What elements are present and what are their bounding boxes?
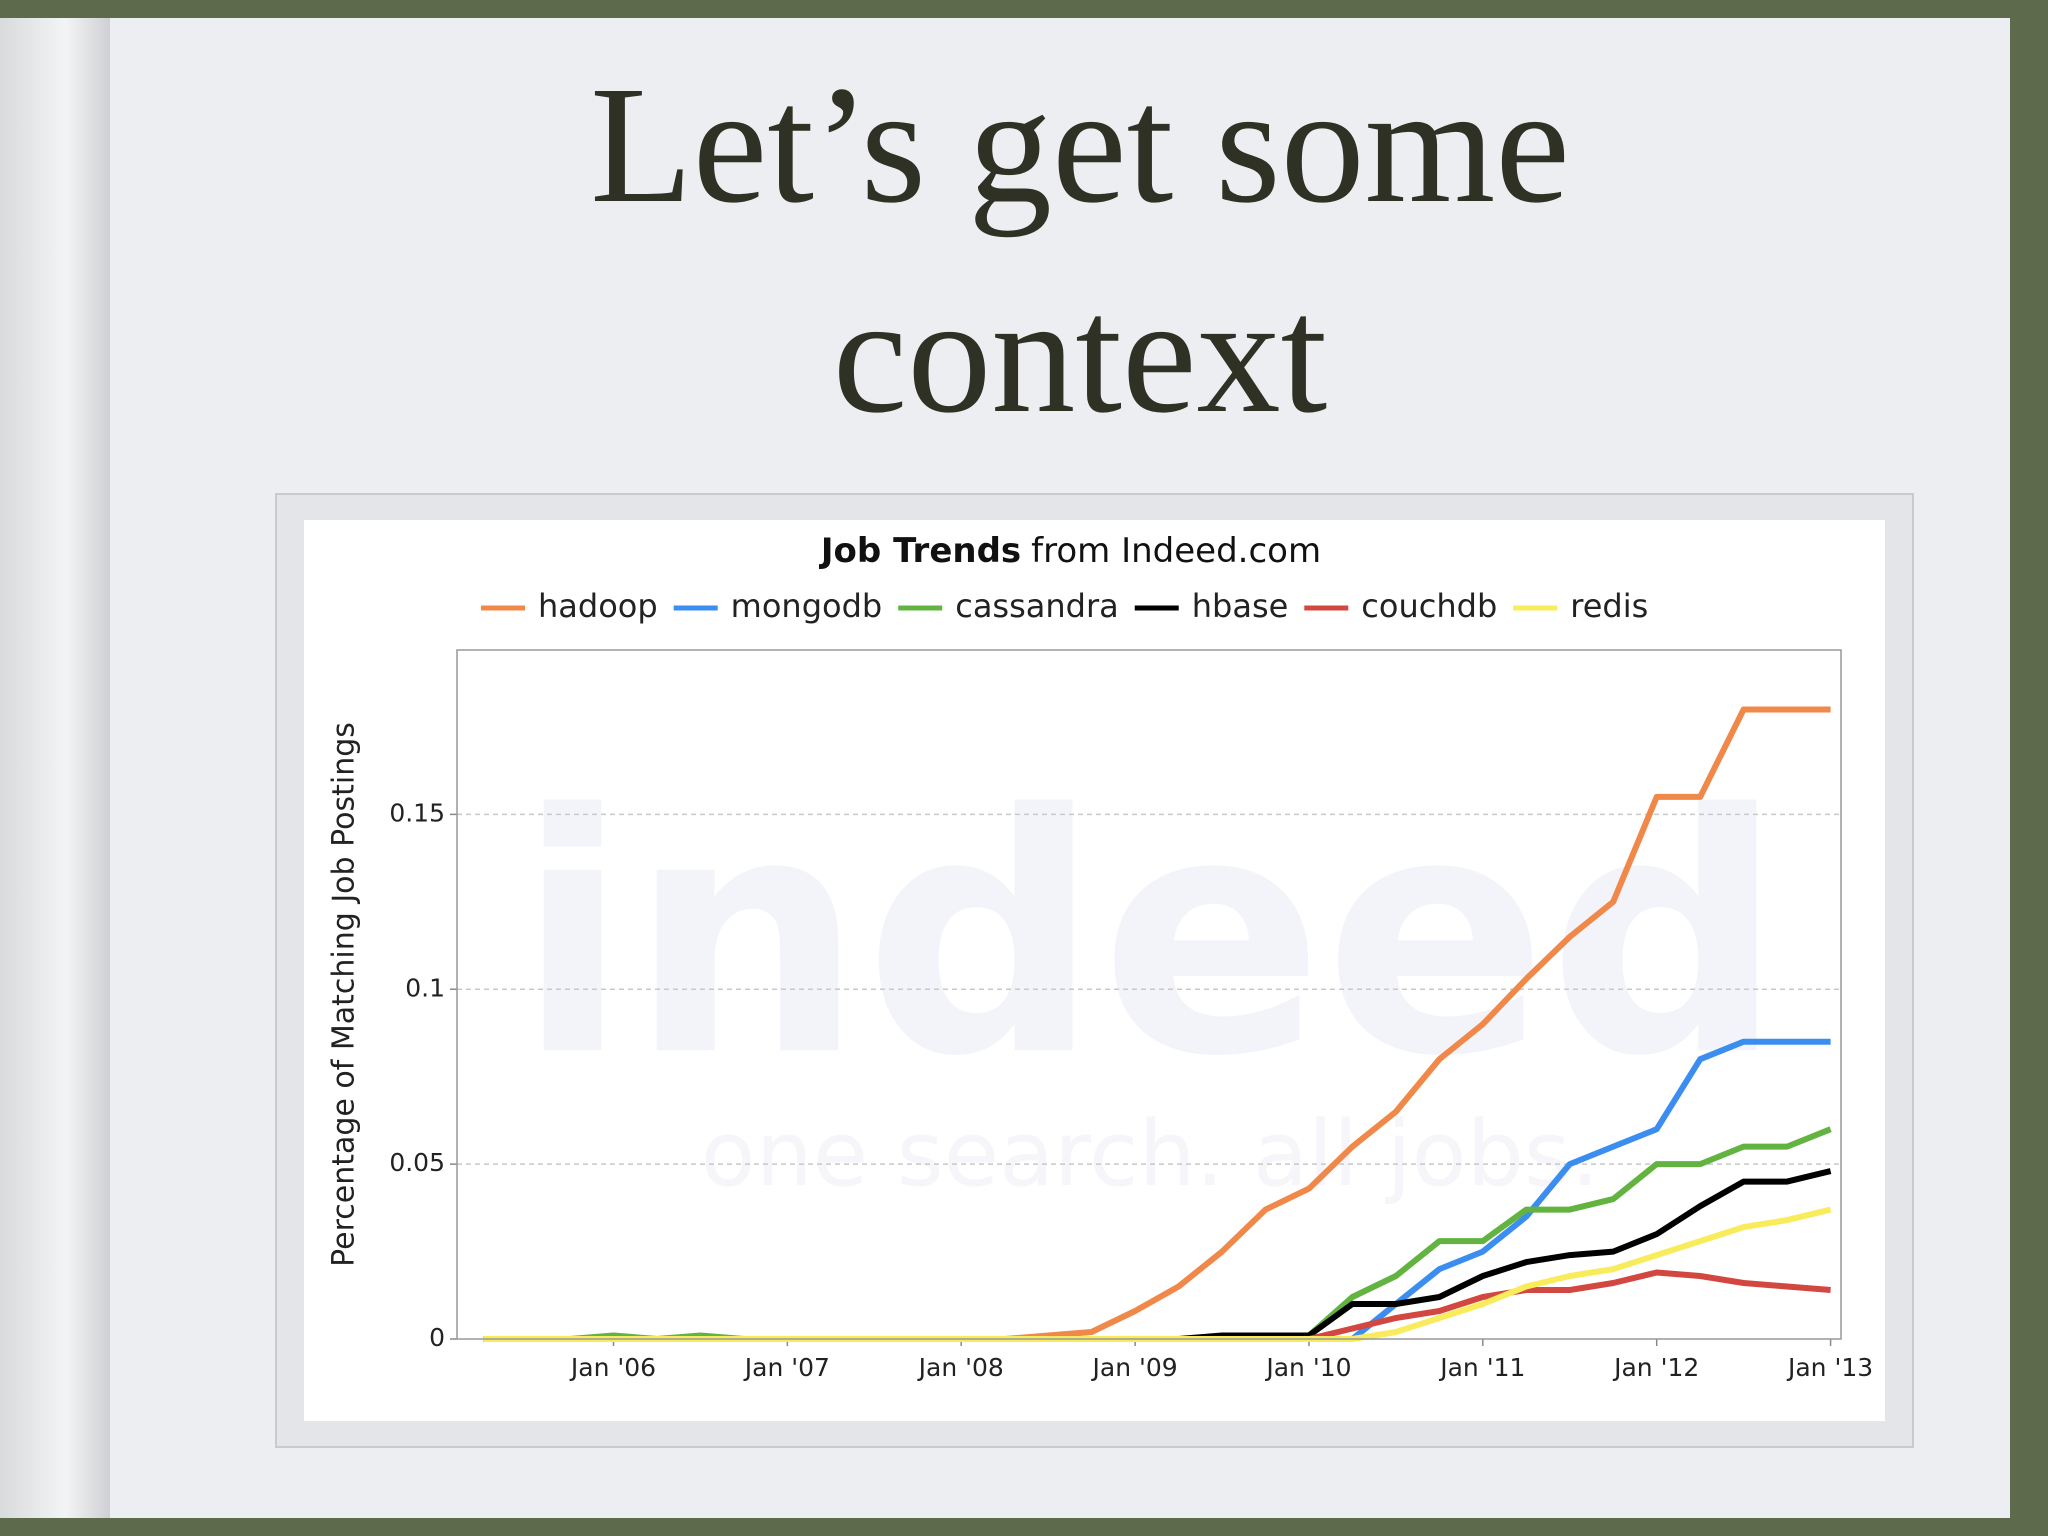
legend-label: hbase xyxy=(1192,587,1289,625)
page-curl xyxy=(0,18,110,1518)
x-tick-label: Jan '12 xyxy=(1612,1353,1699,1382)
x-tick-label: Jan '06 xyxy=(569,1353,656,1382)
x-tick-label: Jan '11 xyxy=(1438,1353,1525,1382)
chart-panel xyxy=(304,520,1885,1421)
plot-border xyxy=(456,649,1842,1340)
slide-title: Let’s get some context xyxy=(590,52,1570,448)
x-tick-label: Jan '10 xyxy=(1264,1353,1351,1382)
chart-title-main: Job Trends xyxy=(819,531,1021,571)
legend-label: hadoop xyxy=(538,587,658,625)
legend-label: cassandra xyxy=(955,587,1119,625)
watermark: indeed xyxy=(516,744,1784,1128)
chart-title-source: from Indeed.com xyxy=(1031,531,1321,571)
x-tick-label: Jan '07 xyxy=(743,1353,830,1382)
y-axis-label: Percentage of Matching Job Postings xyxy=(327,722,362,1267)
y-tick-label: 0.1 xyxy=(405,973,445,1002)
legend-label: redis xyxy=(1570,587,1648,625)
chart-title: Job Trends from Indeed.com xyxy=(819,531,1321,571)
x-tick-label: Jan '09 xyxy=(1091,1353,1178,1382)
y-tick-label: 0 xyxy=(429,1323,445,1352)
legend-label: couchdb xyxy=(1361,587,1497,625)
y-tick-label: 0.15 xyxy=(389,798,445,827)
x-tick-label: Jan '13 xyxy=(1786,1353,1873,1382)
watermark-tagline: one search. all jobs. xyxy=(701,1102,1600,1207)
x-tick-label: Jan '08 xyxy=(917,1353,1004,1382)
legend-label: mongodb xyxy=(731,587,883,625)
y-tick-label: 0.05 xyxy=(389,1148,445,1177)
